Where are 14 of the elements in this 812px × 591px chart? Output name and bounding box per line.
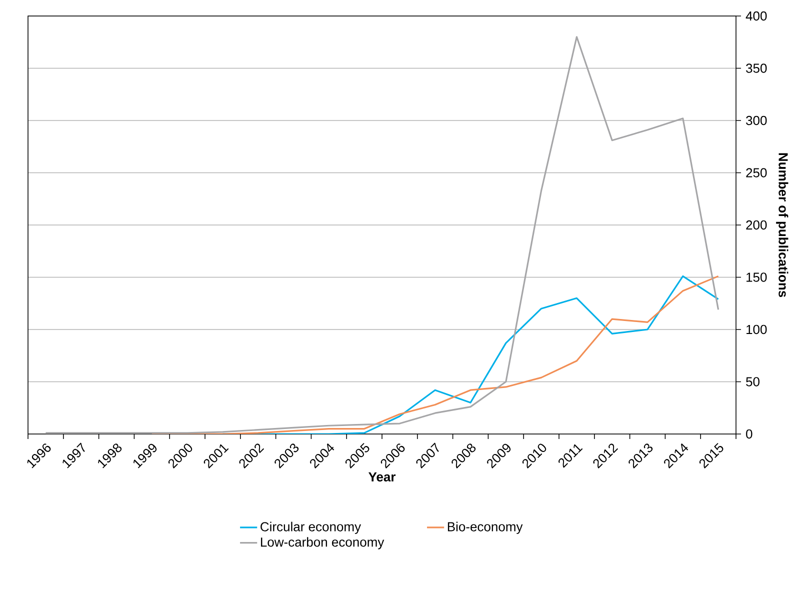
legend-label: Bio-economy [448,522,523,534]
y-tick-label: 400 [746,11,767,21]
y-tick-label: 350 [746,64,767,73]
legend-label: Low-carbon economy [260,537,384,550]
y-tick-label: 300 [746,116,767,126]
y-tick-label: 50 [746,377,760,386]
y-tick-label: 200 [746,220,767,230]
y-tick-label: 0 [746,429,752,439]
y-tick-label: 150 [746,272,767,282]
legend-label: Circular economy [260,522,362,534]
y-axis-title: Number of publications [776,153,788,298]
y-tick-label: 250 [746,168,767,178]
x-axis-title: Year [368,472,396,482]
y-tick-label: 100 [746,324,767,334]
